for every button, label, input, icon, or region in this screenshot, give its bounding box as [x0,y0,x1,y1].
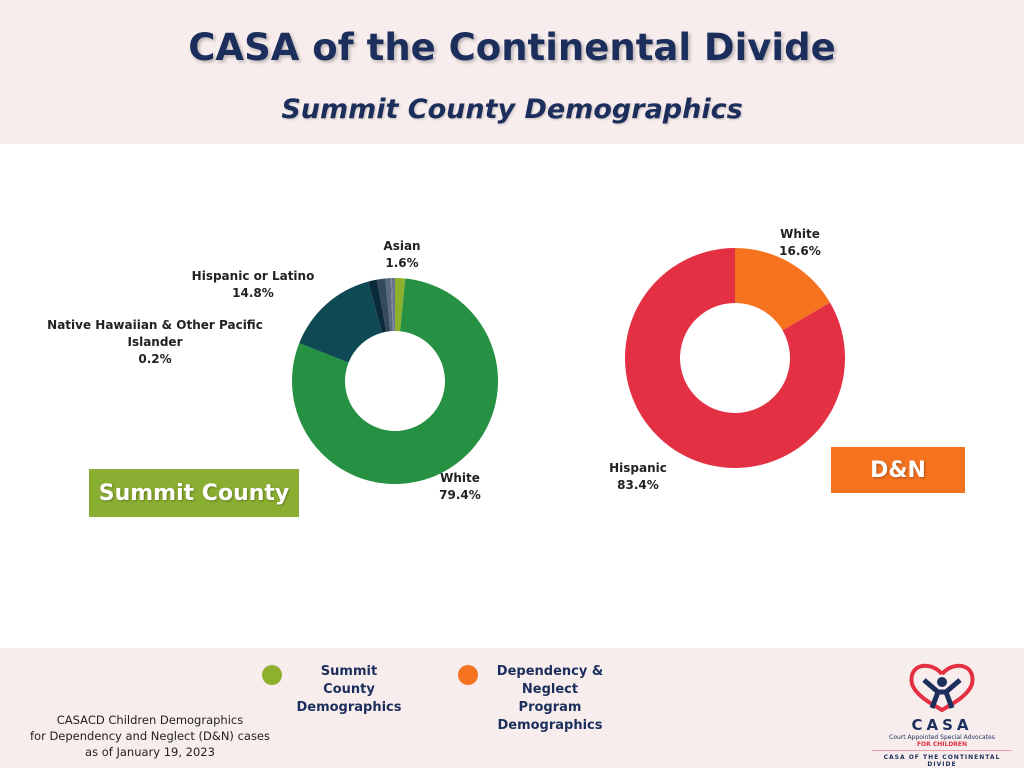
page-title: CASA of the Continental Divide [188,26,836,69]
donut-slice-other-7 [391,278,395,332]
label-white-summit: White 79.4% [439,471,481,502]
donut-slice-hispanic [624,248,845,468]
donut-slice-other-4 [376,278,391,332]
label-native-hawaiian: Native Hawaiian & Other Pacific Islander… [47,318,263,366]
label-hispanic-dn: Hispanic 83.4% [609,461,667,492]
legend-dn: Dependency & Neglect Program Demographic… [458,663,610,735]
donut-slice-white [292,278,498,484]
legend-swatch-orange [458,665,478,685]
donut-slice-asian [395,278,406,332]
page-subtitle: Summit County Demographics [281,94,743,125]
header-band [0,0,1024,144]
donut-slice-hispanic-or-latino [299,281,382,363]
footer-band [0,648,1024,768]
dn-tag: D&N [831,447,965,493]
legend-swatch-green [262,665,282,685]
label-hispanic-latino: Hispanic or Latino 14.8% [191,269,315,300]
heart-child-icon [909,663,975,713]
summit-county-tag: Summit County [89,469,299,517]
donut-slice-other-3 [368,279,387,333]
label-asian: Asian 1.6% [383,239,421,270]
donut-slice-white [735,248,831,331]
casa-logo: CASA Court Appointed Special Advocates F… [872,660,1012,768]
donut-slice-other-5 [385,278,393,332]
label-white-dn: White 16.6% [779,227,821,258]
donut-slice-native-hawaiian-other-pacific-islander [390,278,394,332]
legend-summit: Summit County Demographics [262,663,404,717]
footnote: CASACD Children Demographics for Dependen… [29,713,271,759]
